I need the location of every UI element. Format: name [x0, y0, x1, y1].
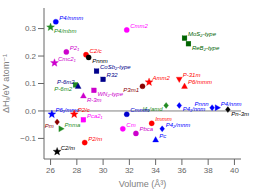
svg-text:Cmmm: Cmmm [130, 107, 149, 113]
svg-text:0.0: 0.0 [25, 107, 37, 116]
svg-text:P4/nnm: P4/nnm [221, 101, 242, 107]
svg-text:P4/mbm: P4/mbm [54, 28, 76, 34]
svg-text:Pc: Pc [159, 133, 166, 139]
svg-text:Pnma: Pnma [65, 122, 81, 128]
svg-text:P4₂/mnm: P4₂/mnm [166, 122, 191, 128]
svg-text:32: 32 [125, 166, 134, 175]
svg-text:CoSb₂-type: CoSb₂-type [100, 64, 131, 70]
svg-text:P-6m2: P-6m2 [54, 86, 72, 92]
svg-text:Cmm2: Cmm2 [130, 23, 148, 29]
svg-text:P2₁: P2₁ [70, 45, 79, 51]
svg-text:R32: R32 [107, 72, 119, 78]
svg-text:I4₁/amd: I4₁/amd [142, 106, 163, 113]
svg-text:Pbca: Pbca [139, 126, 153, 132]
svg-text:ReB₂-type: ReB₂-type [192, 45, 220, 51]
svg-text:Cmc2₁: Cmc2₁ [58, 56, 76, 62]
svg-text:Immm: Immm [155, 116, 172, 123]
svg-text:MoS₂-type: MoS₂-type [188, 31, 217, 37]
svg-text:P-6m2: P-6m2 [57, 79, 75, 85]
svg-text:P6₁/mmc: P6₁/mmc [55, 107, 79, 113]
svg-text:Volume (Å³): Volume (Å³) [119, 179, 167, 189]
svg-text:Pn-3m: Pn-3m [231, 111, 249, 117]
svg-text:Pm: Pm [45, 123, 54, 129]
svg-text:30: 30 [99, 166, 108, 175]
svg-text:Pnnn: Pnnn [195, 101, 210, 107]
svg-text:ΔHₓ/eV atom⁻¹: ΔHₓ/eV atom⁻¹ [8, 54, 11, 113]
svg-text:R-3m: R-3m [87, 97, 102, 103]
svg-text:WN₂-type: WN₂-type [97, 91, 123, 98]
svg-text:Amm2: Amm2 [152, 75, 171, 81]
svg-text:−0.1: −0.1 [20, 134, 36, 143]
svg-text:0.2: 0.2 [25, 52, 37, 61]
svg-text:P2/c: P2/c [77, 107, 90, 114]
svg-text:Pca2₁: Pca2₁ [87, 113, 103, 119]
svg-text:28: 28 [72, 166, 81, 175]
svg-text:P4₁/nnm: P4₁/nnm [183, 106, 206, 112]
svg-text:Pnnm: Pnnm [92, 58, 108, 65]
svg-text:P4/mmm: P4/mmm [59, 15, 83, 21]
svg-text:26: 26 [46, 166, 55, 175]
svg-text:C2/m: C2/m [61, 145, 75, 151]
svg-text:P2/m: P2/m [88, 136, 102, 142]
svg-text:Cm: Cm [126, 122, 135, 128]
svg-text:34: 34 [151, 166, 160, 175]
svg-text:P3m1: P3m1 [123, 87, 139, 93]
svg-text:0.3: 0.3 [25, 24, 37, 33]
svg-text:38: 38 [204, 166, 213, 175]
svg-text:0.1: 0.1 [25, 79, 37, 88]
svg-text:P-31m: P-31m [183, 72, 201, 78]
svg-text:P6/mmm: P6/mmm [188, 79, 212, 85]
svg-text:40: 40 [230, 166, 239, 175]
svg-text:36: 36 [177, 166, 186, 175]
svg-text:C2/c: C2/c [90, 48, 102, 54]
